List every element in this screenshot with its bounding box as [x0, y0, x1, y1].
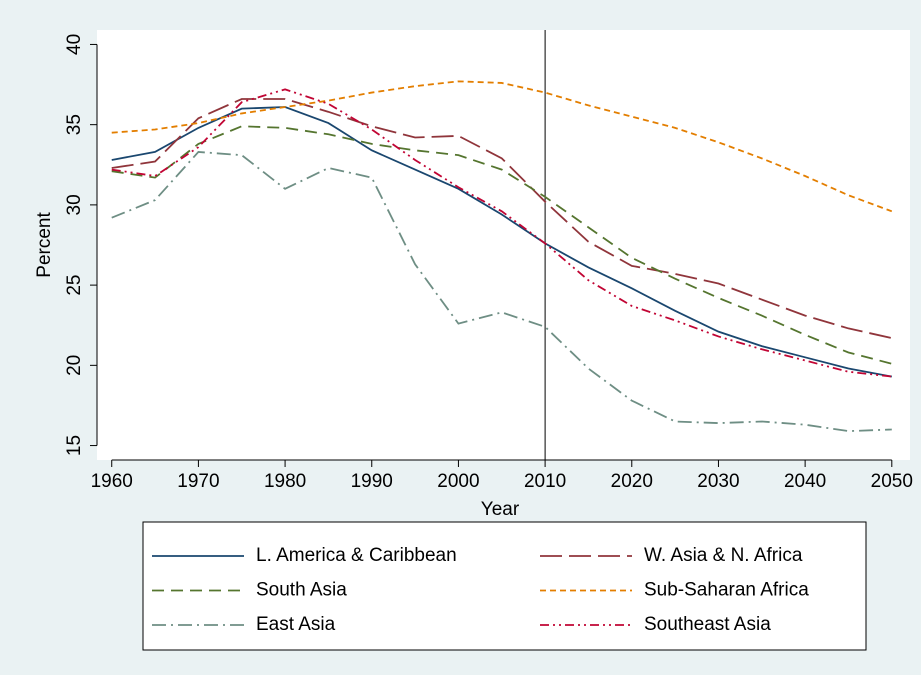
x-tick-label: 1970 — [177, 471, 219, 492]
x-tick-label: 2050 — [871, 471, 913, 492]
x-tick-label: 2010 — [524, 471, 566, 492]
series-line — [111, 80, 893, 213]
y-tick-label: 25 — [64, 275, 85, 296]
legend-label: South Asia — [256, 580, 347, 601]
legend-label: Sub-Saharan Africa — [644, 580, 809, 601]
legend-box — [142, 521, 867, 651]
legend-label: W. Asia & N. Africa — [644, 545, 803, 566]
y-axis-label: Percent — [34, 212, 55, 278]
x-tick-label: 2000 — [437, 471, 479, 492]
y-tick-label: 35 — [64, 114, 85, 135]
x-tick-label: 1980 — [264, 471, 306, 492]
plot-area — [97, 30, 910, 460]
x-tick-label: 1960 — [91, 471, 133, 492]
legend-label: East Asia — [256, 614, 336, 635]
series-line — [111, 98, 892, 339]
series-line — [111, 125, 893, 365]
series-line — [111, 88, 892, 378]
series-line — [111, 106, 892, 378]
y-tick-label: 30 — [64, 194, 85, 215]
x-tick-label: 2040 — [784, 471, 826, 492]
y-tick-label: 40 — [64, 34, 85, 55]
y-tick-label: 20 — [64, 355, 85, 376]
legend-label: L. America & Caribbean — [256, 545, 457, 566]
y-tick-label: 15 — [64, 435, 85, 456]
x-tick-label: 1990 — [351, 471, 393, 492]
series-line — [111, 151, 892, 433]
x-tick-label: 2030 — [697, 471, 739, 492]
x-tick-label: 2020 — [611, 471, 653, 492]
legend-label: Southeast Asia — [644, 614, 771, 635]
x-axis-label: Year — [481, 499, 520, 520]
